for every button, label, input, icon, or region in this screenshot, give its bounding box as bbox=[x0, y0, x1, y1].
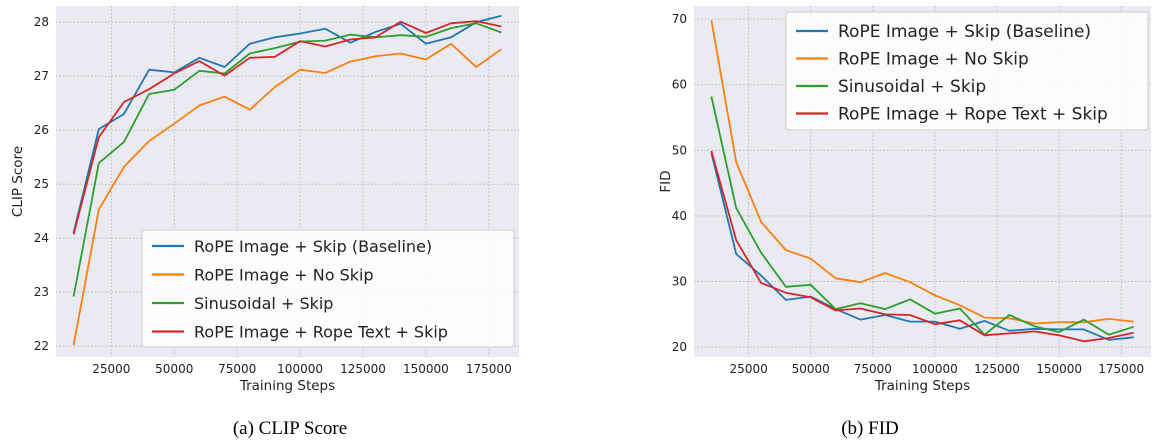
legend-entry: RoPE Image + Rope Text + Skip bbox=[838, 105, 1108, 125]
legend-entry: RoPE Image + Skip (Baseline) bbox=[838, 22, 1091, 42]
series-line bbox=[72, 22, 502, 297]
legend-entry: RoPE Image + Rope Text + Skip bbox=[194, 323, 448, 342]
clip-score-chart: 25000 50000 75000 100000 125000 150000 175000 2… bbox=[10, 6, 519, 394]
x-tick-label: 150000 bbox=[1036, 362, 1082, 376]
x-tick-label: 175000 bbox=[466, 362, 512, 376]
x-tick-label: 125000 bbox=[340, 362, 386, 376]
y-tick-label: 26 bbox=[34, 123, 49, 137]
y-tick-label: 27 bbox=[34, 69, 49, 83]
x-tick-label: 100000 bbox=[912, 362, 958, 376]
y-axis-label: FID bbox=[658, 170, 674, 192]
legend-entry: Sinusoidal + Skip bbox=[194, 294, 333, 313]
clip-score-panel: 25000 50000 75000 100000 125000 150000 175000 2… bbox=[0, 0, 560, 415]
series-line bbox=[72, 42, 502, 346]
x-tick-label: 25000 bbox=[92, 362, 130, 376]
legend bbox=[785, 11, 1149, 131]
x-axis-label: Training Steps bbox=[239, 378, 335, 394]
legend-entry: Sinusoidal + Skip bbox=[838, 77, 986, 97]
y-tick-label: 23 bbox=[34, 285, 49, 299]
x-tick-label: 75000 bbox=[854, 362, 892, 376]
y-tick-label: 20 bbox=[672, 340, 687, 354]
legend-entry: RoPE Image + Skip (Baseline) bbox=[194, 237, 432, 256]
x-tick-label: 150000 bbox=[403, 362, 449, 376]
y-tick-label: 30 bbox=[672, 275, 687, 289]
y-axis-label: CLIP Score bbox=[10, 146, 26, 217]
fid-chart: 25000 50000 75000 100000 125000 150000 175000 2… bbox=[658, 6, 1151, 394]
legend bbox=[141, 229, 515, 348]
fid-panel: 25000 50000 75000 100000 125000 150000 175000 2… bbox=[590, 0, 1159, 415]
y-tick-label: 25 bbox=[34, 177, 49, 191]
caption-fid: (b) FID bbox=[841, 418, 899, 439]
caption-clip-score: (a) CLIP Score bbox=[232, 418, 348, 439]
y-tick-label: 40 bbox=[672, 209, 687, 223]
x-tick-label: 50000 bbox=[792, 362, 830, 376]
y-tick-label: 24 bbox=[34, 231, 49, 245]
y-tick-label: 28 bbox=[34, 15, 49, 29]
x-tick-label: 175000 bbox=[1098, 362, 1144, 376]
series-line bbox=[710, 150, 1134, 343]
y-tick-label: 70 bbox=[672, 12, 687, 26]
y-tick-label: 50 bbox=[672, 143, 687, 157]
series-line bbox=[710, 96, 1134, 336]
series-line bbox=[72, 20, 502, 235]
x-axis-label: Training Steps bbox=[874, 378, 970, 394]
y-tick-label: 22 bbox=[34, 339, 49, 353]
x-tick-label: 125000 bbox=[974, 362, 1020, 376]
x-tick-label: 75000 bbox=[218, 362, 256, 376]
x-tick-label: 50000 bbox=[155, 362, 193, 376]
x-tick-label: 25000 bbox=[730, 362, 768, 376]
legend-entry: RoPE Image + No Skip bbox=[194, 266, 374, 285]
legend-entry: RoPE Image + No Skip bbox=[838, 50, 1029, 70]
series-line bbox=[72, 14, 502, 234]
x-tick-label: 100000 bbox=[277, 362, 323, 376]
y-tick-label: 60 bbox=[672, 78, 687, 92]
series-line bbox=[710, 20, 1134, 325]
